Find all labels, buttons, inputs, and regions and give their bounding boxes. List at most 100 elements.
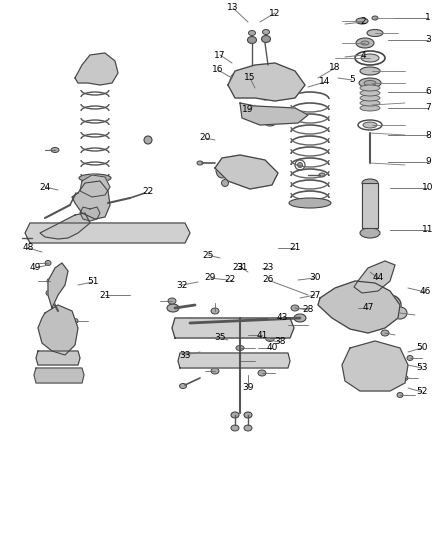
- Ellipse shape: [76, 230, 84, 236]
- Ellipse shape: [38, 229, 52, 237]
- Ellipse shape: [80, 65, 110, 77]
- Polygon shape: [36, 351, 80, 365]
- Ellipse shape: [384, 300, 396, 310]
- Ellipse shape: [284, 72, 300, 92]
- Ellipse shape: [236, 359, 244, 364]
- Polygon shape: [34, 368, 84, 383]
- Text: 22: 22: [224, 276, 236, 285]
- Text: 12: 12: [269, 9, 281, 18]
- Polygon shape: [75, 53, 118, 85]
- Text: 51: 51: [87, 278, 99, 287]
- Ellipse shape: [367, 29, 383, 36]
- Ellipse shape: [297, 163, 303, 167]
- Ellipse shape: [231, 425, 239, 431]
- Polygon shape: [362, 183, 378, 228]
- Ellipse shape: [79, 174, 111, 182]
- Text: 18: 18: [329, 63, 341, 72]
- Ellipse shape: [57, 327, 67, 335]
- Ellipse shape: [360, 67, 380, 75]
- Text: 49: 49: [29, 263, 41, 272]
- Text: 41: 41: [256, 330, 268, 340]
- Ellipse shape: [356, 18, 368, 24]
- Ellipse shape: [360, 100, 380, 106]
- Text: 21: 21: [290, 244, 301, 253]
- Ellipse shape: [60, 329, 64, 333]
- Ellipse shape: [248, 30, 255, 36]
- Ellipse shape: [234, 77, 242, 87]
- Text: 10: 10: [422, 183, 434, 192]
- Ellipse shape: [87, 193, 103, 207]
- Ellipse shape: [236, 345, 244, 351]
- Polygon shape: [172, 318, 294, 338]
- Ellipse shape: [242, 105, 254, 119]
- Ellipse shape: [222, 180, 229, 187]
- Ellipse shape: [151, 230, 159, 236]
- Polygon shape: [40, 213, 90, 239]
- Text: 20: 20: [199, 133, 211, 142]
- Polygon shape: [80, 207, 100, 221]
- Text: 24: 24: [39, 182, 51, 191]
- Ellipse shape: [291, 305, 299, 311]
- Text: 38: 38: [274, 337, 286, 346]
- Ellipse shape: [231, 412, 239, 418]
- Text: 48: 48: [22, 244, 34, 253]
- Ellipse shape: [381, 330, 389, 336]
- Ellipse shape: [46, 290, 54, 296]
- Ellipse shape: [183, 318, 197, 328]
- Ellipse shape: [27, 235, 37, 241]
- Ellipse shape: [360, 90, 380, 96]
- Polygon shape: [318, 281, 400, 333]
- Polygon shape: [354, 261, 395, 293]
- Ellipse shape: [243, 171, 253, 179]
- Ellipse shape: [359, 78, 381, 88]
- Ellipse shape: [91, 197, 99, 204]
- Ellipse shape: [244, 412, 252, 418]
- Text: 22: 22: [142, 188, 154, 197]
- Ellipse shape: [258, 370, 266, 376]
- Polygon shape: [80, 175, 110, 197]
- Ellipse shape: [284, 322, 292, 328]
- Ellipse shape: [294, 314, 306, 322]
- Polygon shape: [25, 223, 190, 243]
- Ellipse shape: [361, 41, 369, 45]
- Ellipse shape: [319, 173, 325, 177]
- Text: 21: 21: [99, 290, 111, 300]
- Text: 25: 25: [202, 251, 214, 260]
- Ellipse shape: [211, 368, 219, 374]
- Ellipse shape: [402, 376, 408, 381]
- Text: 46: 46: [419, 287, 431, 296]
- Polygon shape: [240, 103, 308, 125]
- Ellipse shape: [360, 85, 380, 91]
- Text: 5: 5: [349, 76, 355, 85]
- Polygon shape: [72, 181, 110, 219]
- Ellipse shape: [388, 303, 392, 308]
- Ellipse shape: [51, 148, 59, 152]
- Ellipse shape: [47, 354, 69, 362]
- Text: 31: 31: [236, 263, 248, 272]
- Ellipse shape: [47, 279, 53, 284]
- Ellipse shape: [244, 425, 252, 431]
- Ellipse shape: [180, 384, 187, 389]
- Text: 27: 27: [309, 290, 321, 300]
- Ellipse shape: [289, 198, 331, 208]
- Ellipse shape: [356, 38, 374, 48]
- Ellipse shape: [230, 72, 246, 92]
- Text: 14: 14: [319, 77, 331, 86]
- Ellipse shape: [197, 161, 203, 165]
- Text: 15: 15: [244, 74, 256, 83]
- Text: 16: 16: [212, 66, 224, 75]
- Ellipse shape: [96, 230, 104, 236]
- Polygon shape: [228, 63, 305, 101]
- Polygon shape: [215, 155, 278, 189]
- Ellipse shape: [216, 162, 228, 178]
- Ellipse shape: [363, 122, 377, 128]
- Polygon shape: [342, 341, 408, 391]
- Ellipse shape: [247, 36, 257, 44]
- Ellipse shape: [72, 319, 78, 324]
- Text: 19: 19: [242, 106, 254, 115]
- Ellipse shape: [288, 77, 296, 87]
- Ellipse shape: [364, 80, 376, 85]
- Ellipse shape: [361, 351, 389, 375]
- Ellipse shape: [360, 228, 380, 238]
- Text: 43: 43: [276, 313, 288, 322]
